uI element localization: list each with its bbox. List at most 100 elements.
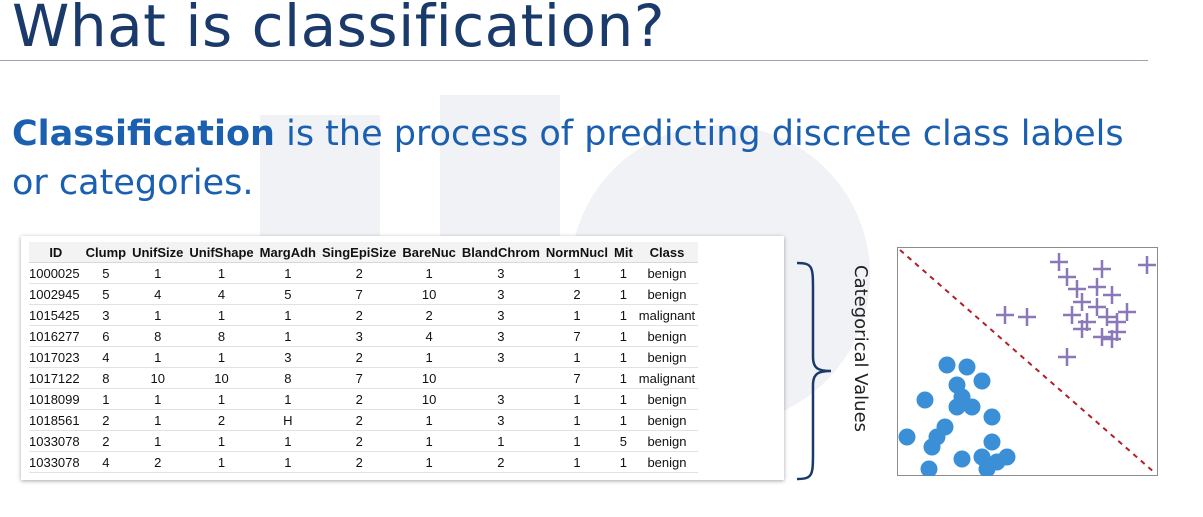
plus-point	[1098, 308, 1116, 326]
table-cell: benign	[635, 430, 699, 452]
table-cell: benign	[635, 325, 699, 347]
table-cell: 1015425	[29, 304, 83, 326]
table-cell: 2	[399, 304, 459, 326]
table-cell: 1	[186, 262, 257, 284]
table-row: 1018561 2 1 2 H 2 1 3 1 1 benign	[29, 409, 699, 431]
circle-point	[923, 438, 941, 456]
table-cell: benign	[635, 388, 699, 410]
table-cell: 1	[458, 430, 543, 452]
table-cell: 7	[542, 367, 612, 389]
circle-point	[938, 356, 956, 374]
plus-point	[1118, 303, 1136, 321]
table-row: 1000025 5 1 1 1 2 1 3 1 1 benign	[29, 262, 699, 284]
table-cell: 6	[82, 325, 130, 347]
table-cell: 1	[82, 388, 130, 410]
table-cell: 3	[458, 304, 543, 326]
table-cell: 1	[256, 262, 320, 284]
table-cell: 1	[611, 367, 636, 389]
table-cell: 5	[82, 262, 130, 284]
table-cell: 1	[256, 325, 320, 347]
table-cell: 10	[186, 367, 257, 389]
plus-point	[1073, 293, 1091, 311]
column-header: SingEpiSize	[319, 242, 400, 263]
table-row: 1017023 4 1 1 3 2 1 3 1 1 benign	[29, 346, 699, 368]
table-cell: 1	[256, 388, 320, 410]
table-cell	[458, 367, 543, 389]
table-cell: 1	[129, 346, 187, 368]
circle-point	[983, 408, 1001, 426]
column-header: MargAdh	[256, 242, 320, 263]
page-title: What is classification?	[12, 0, 666, 60]
column-header: BlandChrom	[458, 242, 543, 263]
table-cell: 2	[458, 451, 543, 473]
circle-point	[988, 453, 1006, 471]
table-cell: 1	[611, 451, 636, 473]
table-cell: benign	[635, 283, 699, 305]
table-cell: 2	[542, 283, 612, 305]
table-row: 1002945 5 4 4 5 7 10 3 2 1 benign	[29, 283, 699, 305]
plus-point	[1103, 286, 1121, 304]
circle-point	[953, 450, 971, 468]
table-cell: 1017023	[29, 346, 83, 368]
table-cell: 1	[186, 304, 257, 326]
circle-point	[963, 398, 981, 416]
table-cell: 4	[82, 346, 130, 368]
table-cell: 1	[611, 283, 636, 305]
table-cell: 5	[82, 283, 130, 305]
table-cell: 1018099	[29, 388, 83, 410]
table-cell: 10	[399, 283, 459, 305]
table-cell: 5	[611, 430, 636, 452]
table-cell: 2	[186, 409, 257, 431]
table-cell: 2	[319, 346, 400, 368]
table-cell: 1	[542, 346, 612, 368]
classification-scatter-plot	[897, 247, 1158, 476]
definition-text: Classification is the process of predict…	[12, 110, 1162, 208]
table-cell: 2	[319, 451, 400, 473]
column-header: ID	[29, 242, 83, 263]
table-cell: 1	[186, 388, 257, 410]
table-cell: 4	[129, 283, 187, 305]
table-header-row: ID Clump UnifSize UnifShape MargAdh SingEpiSi…	[29, 242, 699, 263]
plus-point	[1093, 328, 1111, 346]
table-cell: 2	[319, 430, 400, 452]
table-cell: 3	[458, 262, 543, 284]
table-cell: 8	[82, 367, 130, 389]
table-cell: H	[256, 409, 320, 431]
table-cell: 2	[319, 388, 400, 410]
table-cell: 10	[399, 388, 459, 410]
table-cell: 1	[611, 346, 636, 368]
table-cell: 8	[186, 325, 257, 347]
table-cell: 1	[611, 325, 636, 347]
table-cell: 1002945	[29, 283, 83, 305]
plus-point	[1068, 280, 1086, 298]
table-cell: 1	[611, 388, 636, 410]
plus-point	[1063, 306, 1081, 324]
table-cell: benign	[635, 262, 699, 284]
plus-class-points	[996, 253, 1156, 366]
table-cell: 1	[129, 388, 187, 410]
table-row: 1015425 3 1 1 1 2 2 3 1 1 malignant	[29, 304, 699, 326]
table-cell: 1000025	[29, 262, 83, 284]
table-cell: 1033078	[29, 430, 83, 452]
table-cell: 1	[399, 262, 459, 284]
table-cell: 2	[319, 409, 400, 431]
table-cell: 1	[611, 409, 636, 431]
table-cell: 1	[399, 409, 459, 431]
table-cell: 2	[319, 262, 400, 284]
table-cell: 7	[319, 283, 400, 305]
table-cell: 3	[458, 409, 543, 431]
column-header: Clump	[82, 242, 130, 263]
circle-point	[898, 428, 916, 446]
table-cell: malignant	[635, 367, 699, 389]
table-cell: 7	[542, 325, 612, 347]
table-cell: 1033078	[29, 451, 83, 473]
table-cell: 10	[399, 367, 459, 389]
title-divider	[0, 60, 1148, 61]
circle-point	[973, 372, 991, 390]
table-cell: 1	[542, 430, 612, 452]
table-cell: 1	[611, 262, 636, 284]
definition-term: Classification	[12, 114, 275, 154]
table-cell: 2	[129, 451, 187, 473]
table-body: 1000025 5 1 1 1 2 1 3 1 1 benign 1002945 5 4 4 5 7 10 3 2 1 b…	[29, 262, 699, 473]
circle-class-points	[898, 356, 1016, 476]
